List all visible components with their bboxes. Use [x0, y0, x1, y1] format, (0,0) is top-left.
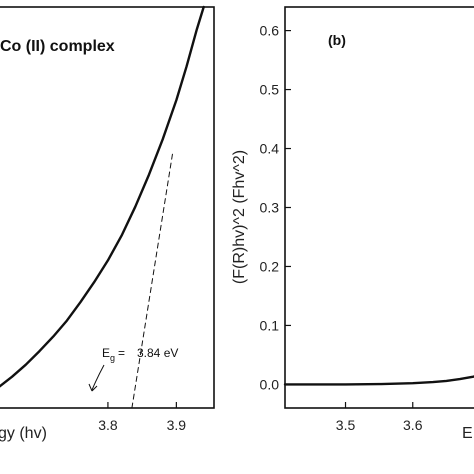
bandgap-annotation-label: E — [102, 346, 110, 360]
panel-b-series-0-line — [283, 375, 474, 386]
panel-a-series-0-line — [0, 5, 205, 388]
panel-a-series-1-dashed-line — [131, 150, 174, 409]
panel-b-x-tick-label: 3.5 — [336, 417, 356, 433]
bandgap-annotation-arrow — [91, 364, 105, 391]
panel-b-x-tick-label: 3.6 — [403, 417, 423, 433]
panel-b: 3.5 3.6 0.0 0.1 0.2 0.3 0.4 0.5 0.6 (b) E (F(R)h… — [231, 6, 474, 442]
bandgap-annotation-value: 3.84 eV — [137, 346, 178, 360]
panel-b-plot-frame — [284, 6, 474, 409]
bandgap-annotation: E g = 3.84 eV — [88, 346, 178, 392]
panel-b-ticks: 3.5 3.6 0.0 0.1 0.2 0.3 0.4 0.5 0.6 — [260, 23, 423, 433]
panel-a-x-axis-title: gy (hv) — [0, 425, 47, 442]
panel-b-y-tick-label: 0.1 — [260, 317, 280, 333]
panel-b-series — [283, 375, 474, 386]
panel-b-y-tick-label: 0.4 — [260, 141, 280, 157]
bandgap-annotation-equals: = — [118, 346, 125, 360]
panel-b-label: (b) — [328, 32, 346, 48]
panel-a-ticks: 3.8 3.9 — [98, 402, 186, 433]
panel-b-y-axis-title: (F(R)hv)^2 (Fhv^2) — [231, 150, 248, 284]
bandgap-annotation-arrowhead — [88, 383, 98, 392]
panel-a-x-tick-label: 3.8 — [98, 417, 118, 433]
panel-a: 3.8 3.9 Co (II) complex gy (hv) E g = 3.8… — [0, 5, 215, 442]
panel-b-y-tick-label: 0.0 — [260, 376, 280, 392]
panel-a-x-tick-label: 3.9 — [167, 417, 187, 433]
panel-a-series — [0, 5, 205, 409]
panel-a-title: Co (II) complex — [0, 38, 115, 55]
panel-b-y-tick-label: 0.3 — [260, 200, 280, 216]
panel-b-y-tick-label: 0.6 — [260, 23, 280, 39]
panel-b-y-tick-label: 0.2 — [260, 258, 280, 274]
bandgap-annotation-subscript: g — [110, 353, 115, 363]
panel-b-y-tick-label: 0.5 — [260, 82, 280, 98]
panel-b-x-axis-title: E — [462, 425, 473, 442]
